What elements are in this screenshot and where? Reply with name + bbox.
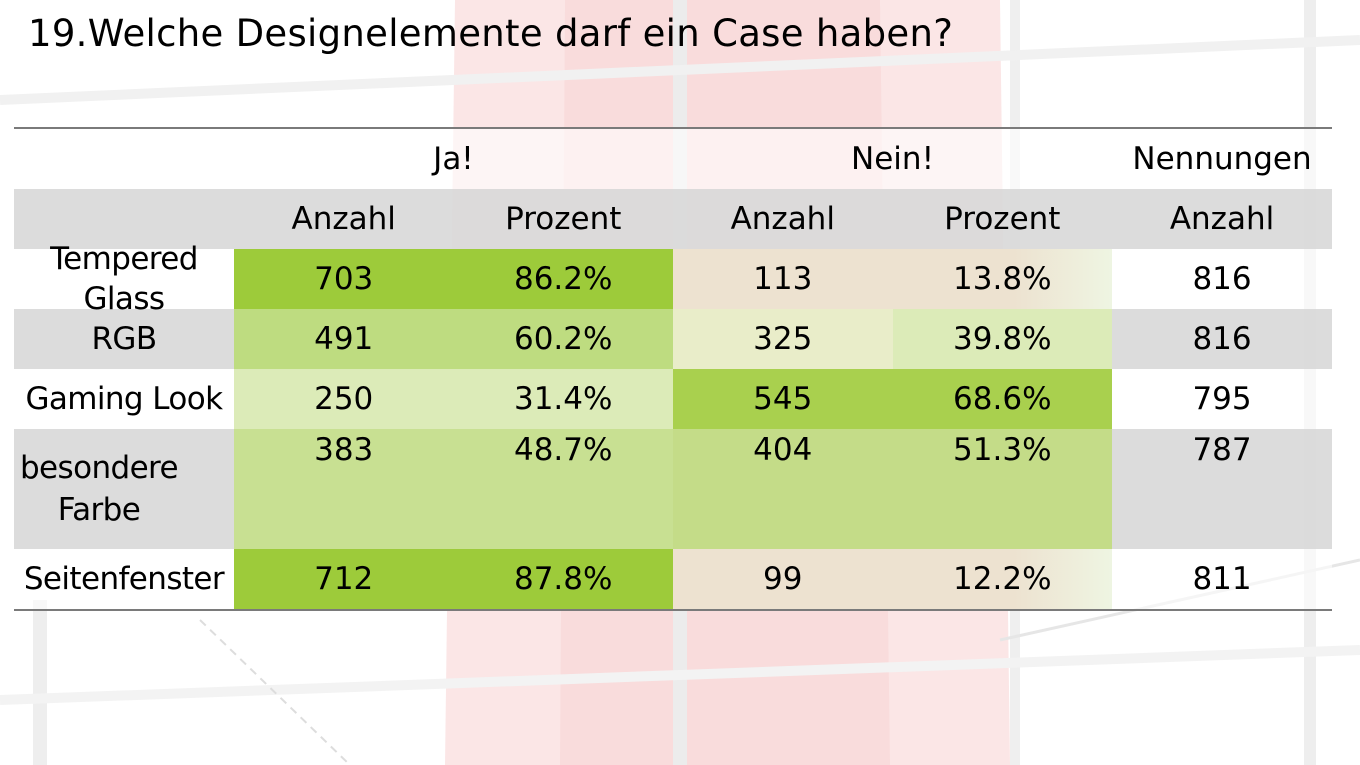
yes-count-cell: 491 (233, 309, 454, 369)
sub-header-row: Anzahl Prozent Anzahl Prozent Anzahl (14, 189, 1332, 249)
yes-count-cell: 250 (233, 369, 454, 429)
no-percent-cell: 39.8% (892, 309, 1113, 369)
header-empty-cell (14, 129, 234, 189)
sub-header-no-count: Anzahl (730, 201, 835, 237)
no-percent-cell: 51.3% (892, 429, 1113, 549)
yes-percent-cell: 31.4% (453, 369, 673, 429)
no-count-cell: 404 (673, 429, 893, 549)
row-label: RGB (91, 321, 157, 357)
yes-percent-cell: 60.2% (453, 309, 673, 369)
no-count-cell: 325 (673, 309, 893, 369)
table-row: besondere Farbe 383 48.7% 404 51.3% 787 (14, 429, 1332, 549)
total-cell: 816 (1192, 321, 1252, 357)
yes-percent-cell: 86.2% (453, 249, 673, 309)
no-percent-cell: 68.6% (892, 369, 1113, 429)
yes-count-cell: 712 (233, 549, 454, 609)
no-count-cell: 99 (673, 549, 893, 609)
no-count-cell: 113 (673, 249, 893, 309)
sub-header-yes-percent: Prozent (505, 201, 622, 237)
total-cell: 787 (1192, 432, 1252, 468)
header-no: Nein! (851, 141, 934, 177)
sub-header-yes-count: Anzahl (291, 201, 396, 237)
row-label: Tempered Glass (50, 241, 198, 317)
header-total: Nennungen (1132, 141, 1312, 177)
table-row: RGB 491 60.2% 325 39.8% 816 (14, 309, 1332, 369)
yes-percent-cell: 48.7% (453, 429, 673, 549)
table-row: Tempered Glass 703 86.2% 113 13.8% 816 (14, 241, 1332, 317)
table-row: Seitenfenster 712 87.8% 99 12.2% 811 (14, 549, 1332, 609)
yes-percent-cell: 87.8% (453, 549, 673, 609)
row-label: Seitenfenster (23, 561, 225, 597)
row-label: besondere Farbe (14, 429, 234, 549)
total-cell: 816 (1192, 261, 1252, 297)
no-percent-cell: 12.2% (892, 549, 1113, 609)
yes-count-cell: 383 (233, 429, 454, 549)
header-yes: Ja! (433, 141, 474, 177)
table-row: Gaming Look 250 31.4% 545 68.6% 795 (14, 369, 1332, 429)
page-title: 19.Welche Designelemente darf ein Case h… (28, 12, 954, 55)
group-header-row: Ja! Nein! Nennungen (14, 129, 1332, 189)
sub-header-total-count: Anzahl (1169, 201, 1275, 237)
no-percent-cell: 13.8% (892, 249, 1113, 309)
row-label: Gaming Look (25, 381, 223, 417)
row-label-text: besondere Farbe (19, 450, 179, 528)
results-table: Ja! Nein! Nennungen Anzahl Prozent Anzah… (14, 127, 1332, 611)
sub-header-no-percent: Prozent (944, 201, 1061, 237)
yes-count-cell: 703 (233, 249, 454, 309)
total-cell: 811 (1192, 561, 1252, 597)
total-cell: 795 (1192, 381, 1252, 417)
no-count-cell: 545 (673, 369, 893, 429)
